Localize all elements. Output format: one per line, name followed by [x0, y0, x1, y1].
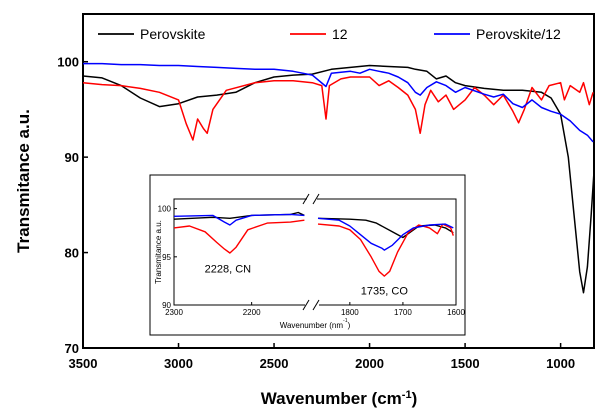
x-tick-label: 2500 [260, 356, 289, 371]
inset-x-tick-label: 1800 [341, 308, 359, 317]
axis-break-blank [307, 197, 317, 307]
inset-x-tick-label: 1700 [394, 308, 412, 317]
inset-series-line-12-1 [317, 223, 454, 277]
inset-x-tick-label: 1600 [447, 308, 465, 317]
x-axis-title: Wavenumber (cm-1) [261, 389, 418, 408]
main-plot: 3500 3000 2500 2000 1500 1000 70 80 90 100 Wavenum… [14, 13, 595, 408]
inset-plot: 2300 2200 1800 1700 1600 90 95 100 Wavenumber (n… [149, 174, 466, 336]
y-axis-title: Transmitance a.u. [14, 109, 33, 253]
inset-y-tick-label: 90 [162, 301, 171, 310]
inset-series-line-perovskite-12-0 [173, 213, 305, 226]
axis-break-slash [302, 299, 310, 311]
x-tick-label: 1000 [546, 356, 575, 371]
legend-label: 12 [332, 26, 348, 42]
x-tick-label: 2000 [355, 356, 384, 371]
x-tick-label: 1500 [451, 356, 480, 371]
legend: Perovskite 12 Perovskite/12 [98, 26, 561, 42]
legend-label: Perovskite/12 [476, 26, 561, 42]
legend-label: Perovskite [140, 26, 206, 42]
series-line-perovskite-12 [83, 62, 594, 143]
axis-break-slash [312, 299, 320, 311]
axis-break-gap [317, 299, 319, 309]
inset-x-axis-title: Wavenumber (nm-1) [280, 318, 351, 330]
inset-x-tick-label: 2200 [243, 308, 261, 317]
inset-y-tick-label: 95 [162, 253, 171, 262]
y-tick-label: 70 [65, 341, 79, 356]
y-tick-label: 80 [65, 246, 79, 261]
inset-series-line-perovskite-1 [317, 217, 454, 239]
inset-y-axis-title: Transmitance a.u. [154, 220, 163, 284]
series-line-perovskite [82, 64, 595, 294]
x-tick-label: 3500 [69, 356, 98, 371]
axis-break-gap [305, 299, 307, 309]
peak-annotation: 2228, CN [205, 263, 252, 275]
x-tick-label: 3000 [164, 356, 193, 371]
y-tick-label: 90 [65, 150, 79, 165]
axis-break-slash [312, 193, 320, 205]
axis-break-gap [305, 200, 307, 216]
axis-break-slash [302, 193, 310, 205]
series-line-12 [82, 76, 594, 141]
peak-annotation: 1735, CO [361, 286, 409, 298]
y-tick-label: 100 [57, 55, 79, 70]
inset-series-line-12-0 [173, 219, 305, 254]
inset-x-tick-label: 2300 [165, 308, 183, 317]
axis-break-gap [317, 200, 319, 216]
inset-series-line-perovskite-12-1 [317, 217, 454, 251]
inset-y-tick-label: 100 [158, 205, 172, 214]
